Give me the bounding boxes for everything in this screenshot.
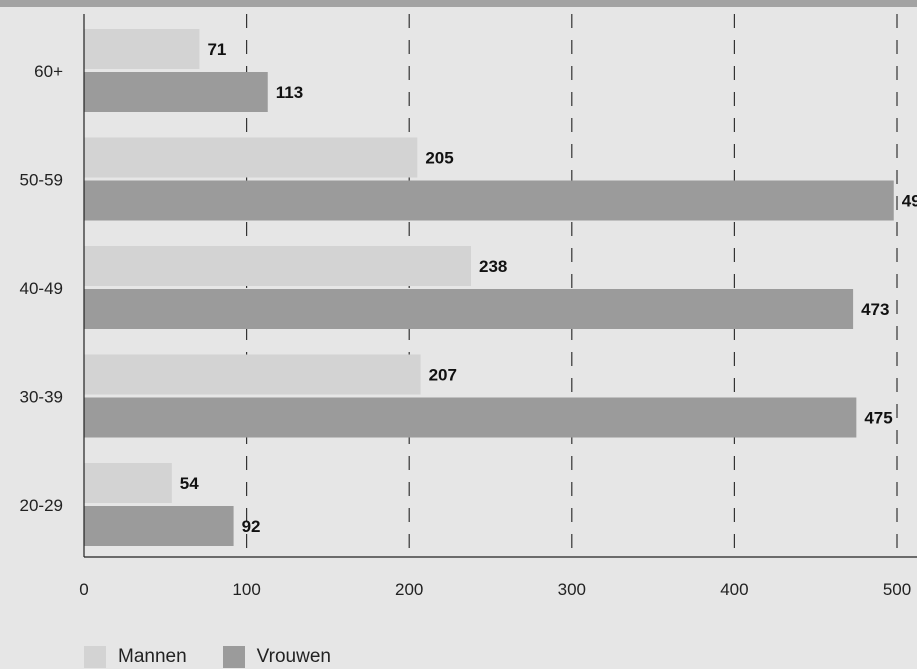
y-tick-label: 60+ xyxy=(34,62,63,81)
legend-swatch xyxy=(84,646,106,668)
bar-vrouwen xyxy=(84,506,234,546)
data-label: 49 xyxy=(902,192,917,211)
x-tick-label: 300 xyxy=(558,580,586,599)
x-tick-label: 0 xyxy=(79,580,88,599)
data-label: 71 xyxy=(207,40,226,59)
bar-vrouwen xyxy=(84,397,857,438)
data-label: 54 xyxy=(180,474,199,493)
data-label: 113 xyxy=(276,83,303,102)
data-label: 205 xyxy=(425,149,453,168)
bar-mannen xyxy=(84,463,172,503)
x-tick-label: 400 xyxy=(720,580,748,599)
x-tick-label: 500 xyxy=(883,580,911,599)
bar-vrouwen xyxy=(84,180,894,221)
legend-label: Mannen xyxy=(118,646,187,667)
bar-mannen xyxy=(84,354,421,395)
bar-mannen xyxy=(84,137,418,178)
data-label: 92 xyxy=(242,517,261,536)
data-label: 207 xyxy=(429,366,457,385)
data-label: 473 xyxy=(861,300,889,319)
legend-label: Vrouwen xyxy=(256,646,331,667)
x-tick-label: 100 xyxy=(232,580,260,599)
data-label: 475 xyxy=(864,409,892,428)
y-tick-label: 50-59 xyxy=(20,171,63,190)
x-tick-label: 200 xyxy=(395,580,423,599)
top-border xyxy=(0,0,917,7)
bar-vrouwen xyxy=(84,72,268,112)
legend-item: Mannen xyxy=(84,646,187,668)
legend-item: Vrouwen xyxy=(222,646,331,668)
legend: Mannen Vrouwen xyxy=(84,645,367,669)
legend-swatch xyxy=(222,646,245,668)
y-tick-label: 20-29 xyxy=(20,496,63,515)
y-tick-label: 30-39 xyxy=(20,388,63,407)
bar-vrouwen xyxy=(84,289,854,329)
bar-mannen xyxy=(84,246,471,286)
y-tick-label: 40-49 xyxy=(20,279,63,298)
data-label: 238 xyxy=(479,257,507,276)
bar-mannen xyxy=(84,29,200,69)
